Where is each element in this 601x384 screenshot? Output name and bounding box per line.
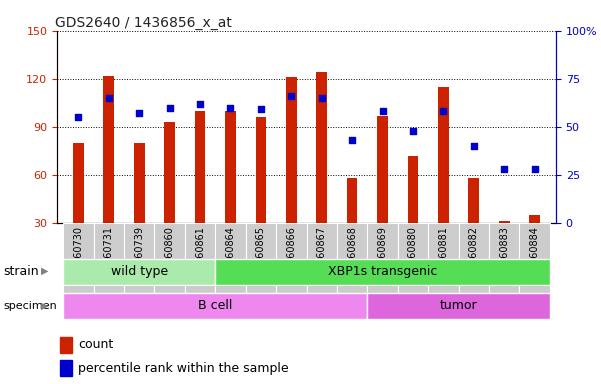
Bar bbox=[337, 223, 367, 296]
Bar bbox=[398, 223, 428, 296]
Bar bbox=[428, 223, 459, 296]
Point bbox=[104, 95, 114, 101]
Text: GSM160864: GSM160864 bbox=[225, 227, 236, 285]
Text: ▶: ▶ bbox=[41, 266, 48, 276]
Text: XBP1s transgenic: XBP1s transgenic bbox=[328, 265, 438, 278]
Text: GSM160867: GSM160867 bbox=[317, 227, 327, 285]
Bar bbox=[94, 223, 124, 296]
Text: GSM160880: GSM160880 bbox=[408, 227, 418, 285]
Bar bbox=[124, 223, 154, 296]
Point bbox=[287, 93, 296, 99]
Text: GSM160731: GSM160731 bbox=[104, 227, 114, 285]
Point bbox=[73, 114, 83, 120]
Text: specimen: specimen bbox=[3, 301, 56, 311]
Text: GSM160883: GSM160883 bbox=[499, 227, 509, 285]
Bar bbox=[468, 178, 479, 223]
Bar bbox=[255, 117, 266, 223]
Bar bbox=[164, 122, 175, 223]
Bar bbox=[407, 156, 418, 223]
Bar bbox=[276, 223, 307, 296]
Point bbox=[195, 101, 205, 107]
Text: GSM160739: GSM160739 bbox=[134, 227, 144, 285]
Text: ▶: ▶ bbox=[41, 301, 48, 311]
Point bbox=[317, 95, 326, 101]
Point bbox=[408, 127, 418, 134]
Point bbox=[347, 137, 357, 143]
Text: GSM160866: GSM160866 bbox=[286, 227, 296, 285]
Bar bbox=[63, 223, 94, 296]
Bar bbox=[215, 223, 246, 296]
Text: GSM160865: GSM160865 bbox=[256, 227, 266, 285]
Bar bbox=[307, 223, 337, 296]
Bar bbox=[63, 293, 367, 319]
Text: GSM160881: GSM160881 bbox=[438, 227, 448, 285]
Bar bbox=[134, 143, 145, 223]
Bar bbox=[215, 259, 550, 285]
Bar bbox=[154, 223, 185, 296]
Bar bbox=[367, 223, 398, 296]
Text: tumor: tumor bbox=[440, 299, 477, 312]
Text: GSM160861: GSM160861 bbox=[195, 227, 205, 285]
Text: wild type: wild type bbox=[111, 265, 168, 278]
Text: GSM160884: GSM160884 bbox=[529, 227, 540, 285]
Text: GSM160860: GSM160860 bbox=[165, 227, 175, 285]
Point bbox=[225, 104, 235, 111]
Text: GSM160882: GSM160882 bbox=[469, 227, 479, 285]
Point bbox=[256, 106, 266, 113]
Bar bbox=[499, 221, 510, 223]
Bar bbox=[73, 143, 84, 223]
Bar bbox=[459, 223, 489, 296]
Bar bbox=[195, 111, 206, 223]
Point bbox=[135, 110, 144, 116]
Bar bbox=[438, 87, 449, 223]
Point bbox=[165, 104, 174, 111]
Bar bbox=[225, 111, 236, 223]
Text: strain: strain bbox=[3, 265, 38, 278]
Text: GDS2640 / 1436856_x_at: GDS2640 / 1436856_x_at bbox=[55, 16, 231, 30]
Bar bbox=[519, 223, 550, 296]
Bar bbox=[60, 360, 72, 376]
Bar bbox=[60, 337, 72, 353]
Point bbox=[378, 108, 388, 114]
Bar bbox=[529, 215, 540, 223]
Point bbox=[499, 166, 509, 172]
Bar bbox=[286, 77, 297, 223]
Bar bbox=[347, 178, 358, 223]
Text: GSM160730: GSM160730 bbox=[73, 227, 84, 285]
Bar bbox=[367, 293, 550, 319]
Text: GSM160868: GSM160868 bbox=[347, 227, 357, 285]
Bar bbox=[103, 76, 114, 223]
Text: percentile rank within the sample: percentile rank within the sample bbox=[78, 362, 288, 375]
Bar bbox=[63, 259, 215, 285]
Bar bbox=[316, 72, 327, 223]
Bar bbox=[489, 223, 519, 296]
Bar bbox=[246, 223, 276, 296]
Point bbox=[530, 166, 540, 172]
Point bbox=[469, 143, 478, 149]
Bar bbox=[377, 116, 388, 223]
Text: GSM160869: GSM160869 bbox=[377, 227, 388, 285]
Text: count: count bbox=[78, 338, 114, 351]
Text: B cell: B cell bbox=[198, 299, 233, 312]
Bar bbox=[185, 223, 215, 296]
Point bbox=[439, 108, 448, 114]
